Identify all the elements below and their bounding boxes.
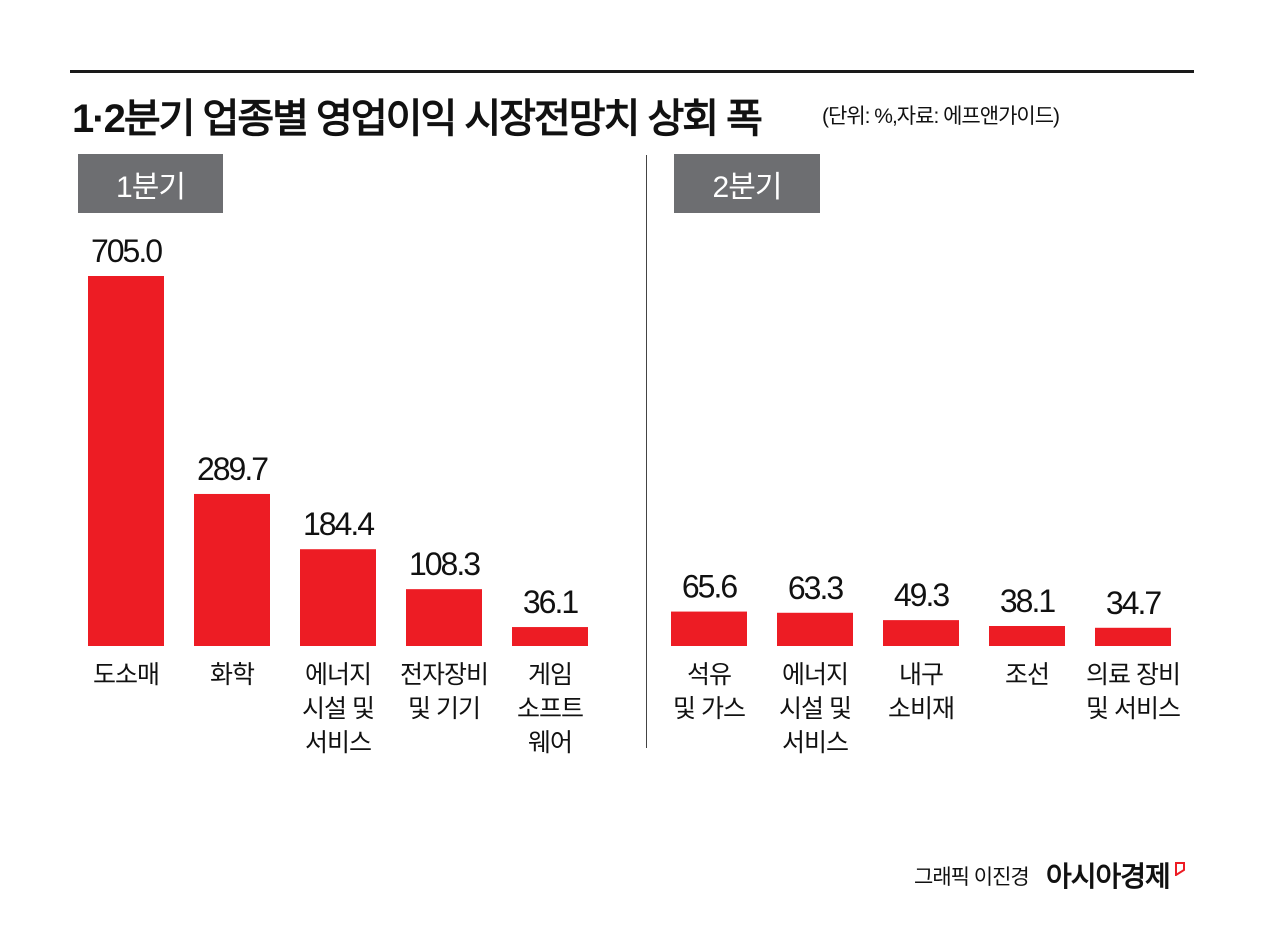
value-label-q1-5: 36.1 [523, 584, 578, 620]
bar-q1-3 [300, 549, 376, 646]
category-label-q1-5-line1: 게임 [528, 661, 572, 689]
value-label-q2-1: 65.6 [682, 569, 737, 605]
category-label-q1-4-line1: 전자장비 [400, 661, 488, 689]
bar-q1-5 [512, 627, 588, 646]
category-label-q2-3-line1: 내구 [899, 661, 943, 689]
bar-q2-1 [671, 611, 747, 646]
value-label-q1-1: 705.0 [91, 233, 162, 269]
category-label-q2-2-line1: 에너지 [782, 661, 848, 689]
brand-logo: 아시아경제 [1046, 861, 1171, 892]
bar-q2-2 [777, 612, 853, 646]
category-label-q1-5-line2: 소프트 [517, 695, 583, 723]
value-label-q1-2: 289.7 [197, 451, 268, 487]
panel-label-q2: 2분기 [674, 154, 820, 213]
category-label-q1-3-line1: 에너지 [305, 661, 371, 689]
bar-q2-3 [883, 620, 959, 646]
category-label-q2-5-line1: 의료 장비 [1086, 661, 1180, 689]
chart-title: 1·2분기 업종별 영업이익 시장전망치 상회 폭 [72, 97, 763, 141]
graphic-credit: 그래픽 이진경 [914, 866, 1030, 889]
brand-mark-icon [1175, 862, 1185, 876]
bar-q2-4 [989, 626, 1065, 646]
bar-q1-2 [194, 493, 270, 646]
value-label-q2-4: 38.1 [1000, 583, 1055, 619]
category-label-q2-2-line2: 시설 및 [779, 695, 851, 723]
category-label-q2-1-line1: 석유 [687, 661, 731, 689]
bar-q1-4 [406, 589, 482, 646]
category-label-q1-2-line1: 화학 [210, 661, 255, 689]
category-label-q1-5-line3: 웨어 [528, 729, 572, 757]
category-label-q1-4-line2: 및 기기 [408, 695, 480, 723]
category-label-q2-2-line3: 서비스 [782, 729, 848, 757]
category-label-q2-1-line2: 및 가스 [673, 695, 745, 723]
chart-subtitle: (단위: %,자료: 에프앤가이드) [822, 105, 1060, 128]
top-rule [70, 70, 1194, 73]
value-label-q1-4: 108.3 [409, 546, 480, 582]
bar-q1-1 [88, 276, 164, 646]
category-label-q2-4-line1: 조선 [1005, 661, 1049, 689]
value-label-q1-3: 184.4 [303, 506, 374, 542]
category-label-q2-3-line2: 소비재 [888, 695, 954, 723]
category-label-q1-3-line3: 서비스 [305, 729, 371, 757]
value-label-q2-2: 63.3 [788, 570, 843, 606]
value-label-q2-5: 34.7 [1106, 585, 1161, 621]
panel-divider [646, 155, 647, 748]
panel-label-q1: 1분기 [78, 154, 223, 213]
category-label-q1-1-line1: 도소매 [93, 661, 159, 689]
category-label-q2-5-line2: 및 서비스 [1086, 695, 1180, 723]
bar-q2-5 [1095, 627, 1171, 646]
category-label-q1-3-line2: 시설 및 [302, 695, 374, 723]
value-label-q2-3: 49.3 [894, 577, 949, 613]
